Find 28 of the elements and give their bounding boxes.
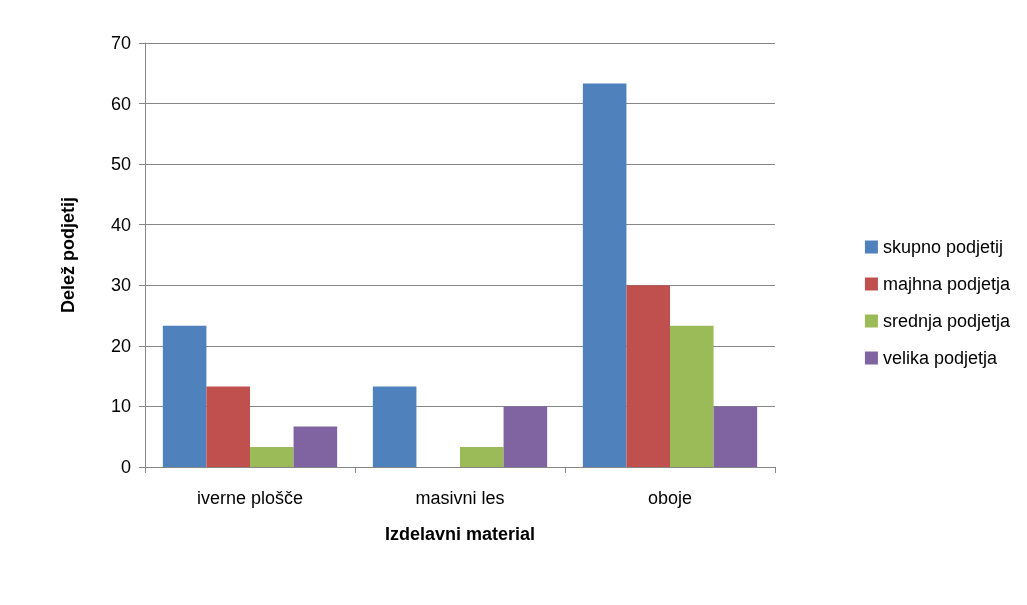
bar [460, 447, 504, 467]
y-tick-label: 0 [120, 457, 131, 477]
bar [503, 406, 548, 467]
x-tick-label: oboje [647, 488, 693, 508]
y-tick-label: 10 [110, 396, 131, 417]
y-tick-label: 20 [110, 335, 131, 356]
y-tick-label: 40 [110, 214, 131, 235]
bar [162, 325, 207, 467]
bar [670, 325, 714, 467]
y-tick-label: 50 [110, 154, 131, 175]
x-tick-label: iverne plošče [196, 488, 304, 508]
bar [582, 83, 627, 467]
x-tick-label: masivni les [415, 488, 505, 508]
y-tick-label: 70 [110, 33, 131, 53]
x-axis-title: Izdelavni material [384, 524, 536, 544]
bar [293, 426, 338, 467]
bar [206, 386, 250, 467]
legend-label: skupno podjetij [882, 237, 1003, 257]
legend-label: majhna podjetja [882, 274, 1011, 294]
bar [372, 386, 417, 467]
legend-label: srednja podjetja [882, 311, 1011, 331]
bar [713, 406, 758, 467]
bar [626, 285, 670, 467]
legend-label: velika podjetja [882, 348, 998, 368]
bar [250, 447, 294, 467]
y-tick-label: 30 [110, 275, 131, 296]
y-tick-label: 60 [110, 93, 131, 114]
y-axis-title: Delež podjetij [58, 196, 78, 314]
